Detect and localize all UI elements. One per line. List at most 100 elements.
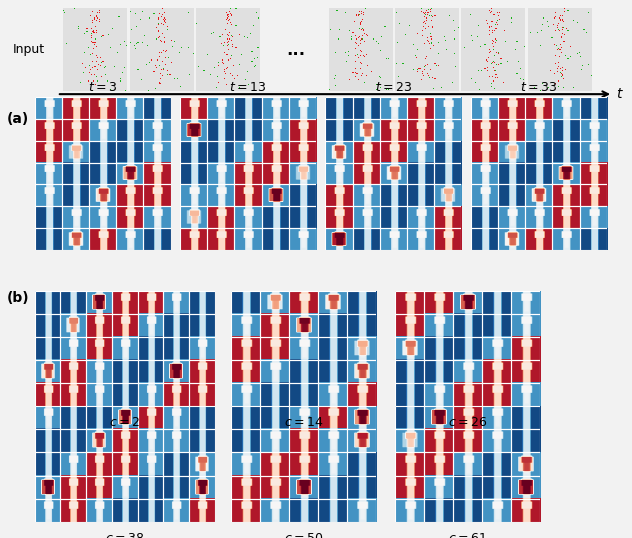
Bar	[511, 429, 540, 452]
Bar	[86, 499, 112, 522]
Bar	[35, 228, 62, 250]
Bar	[180, 119, 207, 140]
Bar	[289, 207, 316, 228]
Bar	[116, 207, 143, 228]
Bar	[138, 429, 164, 452]
Text: $c = 14$: $c = 14$	[284, 416, 323, 429]
Bar	[234, 228, 262, 250]
Bar	[511, 452, 540, 476]
Bar	[482, 476, 511, 499]
Bar	[62, 162, 89, 185]
Bar	[89, 162, 116, 185]
Bar	[112, 383, 138, 406]
Bar	[407, 97, 434, 119]
Bar	[380, 162, 407, 185]
Bar	[424, 291, 453, 314]
Bar	[112, 452, 138, 476]
Bar	[353, 119, 380, 140]
Bar	[552, 97, 580, 119]
Bar	[353, 97, 380, 119]
Bar	[112, 406, 138, 429]
Bar	[289, 476, 318, 499]
Bar	[207, 228, 234, 250]
Bar	[525, 97, 552, 119]
Bar	[289, 119, 316, 140]
Bar	[424, 360, 453, 383]
Text: $c = 61$: $c = 61$	[448, 532, 487, 538]
Bar	[525, 162, 552, 185]
Bar	[138, 452, 164, 476]
Bar	[89, 207, 116, 228]
Bar	[86, 406, 112, 429]
Bar	[289, 228, 316, 250]
Bar	[112, 476, 138, 499]
Bar	[498, 185, 525, 207]
Bar	[231, 452, 260, 476]
Bar	[189, 452, 215, 476]
Bar	[289, 452, 318, 476]
Bar	[318, 476, 347, 499]
Bar	[231, 383, 260, 406]
Bar	[35, 314, 61, 337]
Bar	[289, 140, 316, 162]
Bar	[453, 429, 482, 452]
Bar	[289, 406, 318, 429]
Bar	[525, 228, 552, 250]
Bar	[260, 314, 289, 337]
Bar	[35, 185, 62, 207]
Bar	[260, 360, 289, 383]
Bar	[482, 314, 511, 337]
Bar	[552, 185, 580, 207]
Bar	[453, 383, 482, 406]
Bar	[580, 185, 607, 207]
Bar	[395, 429, 424, 452]
Bar	[189, 337, 215, 360]
Bar	[482, 429, 511, 452]
Text: $t = 3$: $t = 3$	[88, 81, 118, 94]
Bar	[471, 228, 498, 250]
Bar	[395, 291, 424, 314]
Bar	[289, 499, 318, 522]
Bar	[189, 406, 215, 429]
Bar	[231, 360, 260, 383]
Bar	[318, 291, 347, 314]
Bar	[482, 360, 511, 383]
Bar	[231, 314, 260, 337]
Bar	[580, 97, 607, 119]
Bar	[471, 140, 498, 162]
Bar	[61, 499, 86, 522]
Bar	[260, 476, 289, 499]
Bar	[112, 499, 138, 522]
Bar	[289, 429, 318, 452]
Bar	[380, 207, 407, 228]
Bar	[138, 314, 164, 337]
Bar	[138, 360, 164, 383]
Bar	[325, 185, 353, 207]
Bar	[380, 119, 407, 140]
Bar	[552, 228, 580, 250]
Bar	[86, 314, 112, 337]
Bar	[35, 337, 61, 360]
Bar	[318, 406, 347, 429]
Bar	[424, 499, 453, 522]
Bar	[525, 119, 552, 140]
Bar	[207, 185, 234, 207]
Text: $c = 50$: $c = 50$	[284, 532, 323, 538]
Bar	[112, 291, 138, 314]
Bar	[35, 383, 61, 406]
Bar	[580, 140, 607, 162]
Bar	[347, 360, 376, 383]
Bar	[511, 337, 540, 360]
Bar	[353, 185, 380, 207]
Bar	[289, 314, 318, 337]
Bar	[552, 207, 580, 228]
Bar	[498, 119, 525, 140]
Bar	[453, 476, 482, 499]
Bar	[138, 476, 164, 499]
Bar	[138, 337, 164, 360]
Bar	[62, 119, 89, 140]
Bar	[318, 452, 347, 476]
Bar	[424, 476, 453, 499]
Bar	[380, 140, 407, 162]
Bar	[482, 337, 511, 360]
